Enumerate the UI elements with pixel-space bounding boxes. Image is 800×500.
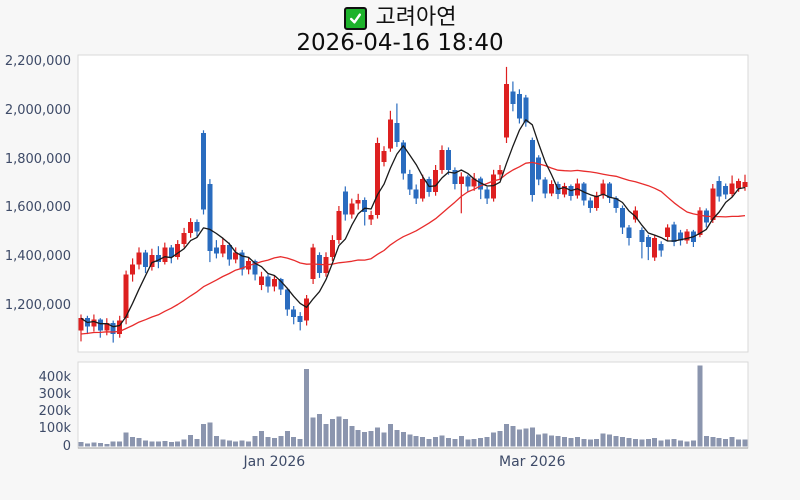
price-axis-label: 1,800,000: [4, 151, 71, 167]
chart-title-row: 고려아연: [0, 5, 800, 31]
price-axis-label: 1,400,000: [4, 249, 71, 265]
volume-axis-label: 200k: [38, 404, 71, 420]
volume-axis-label: 0: [62, 438, 71, 454]
price-axis-label: 2,200,000: [4, 54, 71, 69]
chart-datetime: 2026-04-16 18:40: [296, 30, 504, 56]
volume-axis-label: 100k: [38, 421, 71, 437]
short-moving-average-line: [80, 119, 746, 328]
price-axis-label: 1,200,000: [4, 298, 71, 313]
long-moving-average-line: [80, 161, 746, 335]
green-checkbox-icon: [343, 6, 367, 30]
price-axis-label: 1,600,000: [4, 200, 71, 216]
time-axis-label: Jan 2026: [243, 454, 306, 470]
volume-bar-series: [78, 365, 748, 447]
volume-axis-label: 300k: [38, 386, 71, 402]
price-axis-label: 2,000,000: [4, 102, 71, 118]
page-title: 고려아연: [375, 5, 457, 30]
time-axis-label: Mar 2026: [499, 454, 566, 470]
volume-axis-label: 400k: [38, 369, 71, 385]
price-plot-area: [77, 54, 749, 353]
volume-plot-area: [77, 361, 749, 449]
